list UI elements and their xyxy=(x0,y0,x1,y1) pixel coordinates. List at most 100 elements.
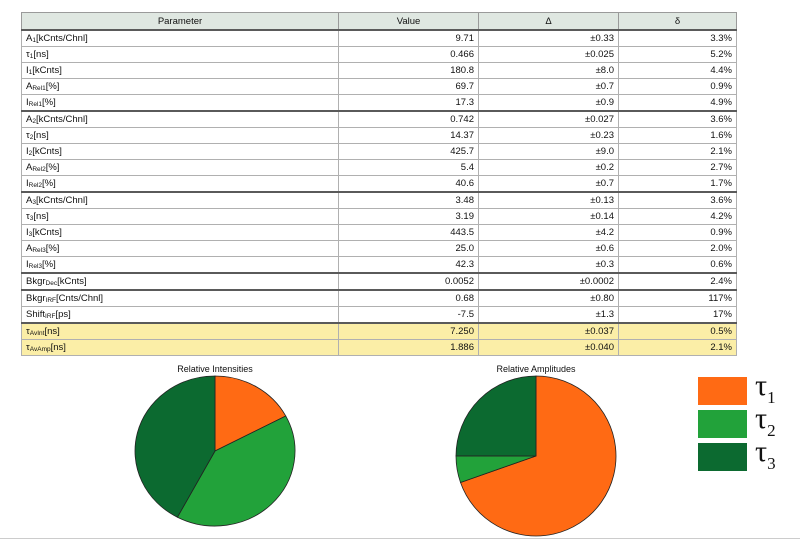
table-row: BkgrIRF[Cnts/Chnl] 0.68 ±0.80 117% xyxy=(21,289,737,307)
cell-delta: ±0.80 xyxy=(478,289,619,307)
table-row: τ3[ns] 3.19 ±0.14 4.2% xyxy=(21,208,737,225)
pie-chart-relative-intensities xyxy=(134,375,296,527)
cell-value: 425.7 xyxy=(338,143,479,160)
parameter-unit: [ns] xyxy=(33,49,49,60)
parameter-symbol: A xyxy=(26,33,33,44)
cell-relative-error: 0.9% xyxy=(618,224,737,241)
bottom-divider xyxy=(0,538,800,539)
cell-delta: ±1.3 xyxy=(478,306,619,324)
parameter-subscript: Rel3 xyxy=(28,263,43,270)
cell-parameter: τ3[ns] xyxy=(21,208,339,225)
cell-relative-error: 2.1% xyxy=(618,143,737,160)
table-body: A1[kCnts/Chnl] 9.71 ±0.33 3.3% τ1[ns] 0.466 ±0… xyxy=(21,29,737,356)
cell-delta: ±0.9 xyxy=(478,94,619,112)
cell-value: 0.466 xyxy=(338,46,479,63)
cell-delta: ±0.040 xyxy=(478,339,619,356)
cell-value: 180.8 xyxy=(338,62,479,79)
pie-title-relative-amplitudes: Relative Amplitudes xyxy=(496,364,576,374)
parameter-symbol: I xyxy=(26,227,29,238)
cell-delta: ±0.037 xyxy=(478,322,619,340)
cell-delta: ±0.23 xyxy=(478,127,619,144)
cell-value: 40.6 xyxy=(338,175,479,193)
parameter-subscript: Rel1 xyxy=(28,101,43,108)
parameter-unit: [ns] xyxy=(33,211,49,222)
pie-slice-2-2 xyxy=(176,415,296,527)
parameter-subscript: AvInt xyxy=(29,330,45,337)
table-row: τ1[ns] 0.466 ±0.025 5.2% xyxy=(21,46,737,63)
cell-parameter: ARel3[%] xyxy=(21,240,339,257)
pie-slice-1-1 xyxy=(214,375,287,452)
cell-delta: ±9.0 xyxy=(478,143,619,160)
parameter-symbol: A xyxy=(26,243,33,254)
cell-relative-error: 4.9% xyxy=(618,94,737,112)
legend-item-tau3: τ3 xyxy=(698,437,800,477)
cell-relative-error: 2.1% xyxy=(618,339,737,356)
cell-value: 17.3 xyxy=(338,94,479,112)
parameter-subscript: 2 xyxy=(28,150,33,157)
cell-delta: ±0.7 xyxy=(478,175,619,193)
cell-relative-error: 0.6% xyxy=(618,256,737,274)
table-header-row: Parameter Value Δ δ xyxy=(21,12,737,31)
cell-delta: ±0.14 xyxy=(478,208,619,225)
parameter-subscript: 1 xyxy=(28,69,33,76)
table-row: A2[kCnts/Chnl] 0.742 ±0.027 3.6% xyxy=(21,110,737,128)
parameter-unit: [ns] xyxy=(44,326,60,337)
header-delta: Δ xyxy=(478,12,619,31)
table-row: I1[kCnts] 180.8 ±8.0 4.4% xyxy=(21,62,737,79)
legend-label-tau3: τ3 xyxy=(755,435,776,473)
cell-parameter: ARel2[%] xyxy=(21,159,339,176)
cell-delta: ±0.33 xyxy=(478,29,619,47)
parameter-unit: [ns] xyxy=(33,130,49,141)
cell-relative-error: 3.3% xyxy=(618,29,737,47)
cell-relative-error: 5.2% xyxy=(618,46,737,63)
cell-relative-error: 3.6% xyxy=(618,191,737,209)
cell-parameter: IRel2[%] xyxy=(21,175,339,193)
cell-parameter: I3[kCnts] xyxy=(21,224,339,241)
parameter-symbol: τ xyxy=(26,49,30,60)
cell-value: 5.4 xyxy=(338,159,479,176)
parameter-subscript: Rel2 xyxy=(32,166,46,173)
parameter-symbol: I xyxy=(26,65,29,76)
cell-value: 3.19 xyxy=(338,208,479,225)
parameter-unit: [kCnts/Chnl] xyxy=(35,33,88,44)
legend-item-tau2: τ2 xyxy=(698,404,800,444)
pie-chart-relative-amplitudes xyxy=(455,375,617,537)
cell-relative-error: 17% xyxy=(618,306,737,324)
cell-relative-error: 2.7% xyxy=(618,159,737,176)
cell-delta: ±8.0 xyxy=(478,62,619,79)
cell-delta: ±0.2 xyxy=(478,159,619,176)
cell-relative-error: 4.4% xyxy=(618,62,737,79)
parameter-symbol: I xyxy=(26,146,29,157)
cell-parameter: I2[kCnts] xyxy=(21,143,339,160)
parameter-subscript: Rel2 xyxy=(28,182,43,189)
cell-value: 0.68 xyxy=(338,289,479,307)
cell-delta: ±0.025 xyxy=(478,46,619,63)
legend-item-tau1: τ1 xyxy=(698,371,800,411)
parameter-symbol: Bkgr xyxy=(26,293,46,304)
cell-parameter: ShiftIRF[ps] xyxy=(21,306,339,324)
pie-slice-3-3 xyxy=(134,375,216,518)
cell-delta: ±0.7 xyxy=(478,78,619,95)
table-row: ARel3[%] 25.0 ±0.6 2.0% xyxy=(21,240,737,257)
table-row: τ2[ns] 14.37 ±0.23 1.6% xyxy=(21,127,737,144)
fit-results-table: Parameter Value Δ δ A1[kCnts/Chnl] 9.71 ±0… xyxy=(21,12,737,356)
parameter-subscript: 1 xyxy=(29,53,34,60)
cell-parameter: τAvAmp[ns] xyxy=(21,339,339,356)
cell-relative-error: 0.9% xyxy=(618,78,737,95)
parameter-symbol: τ xyxy=(26,326,30,337)
parameter-symbol: A xyxy=(26,195,33,206)
cell-value: 25.0 xyxy=(338,240,479,257)
cell-parameter: τ1[ns] xyxy=(21,46,339,63)
cell-delta: ±0.6 xyxy=(478,240,619,257)
table-row: ARel2[%] 5.4 ±0.2 2.7% xyxy=(21,159,737,176)
table-row: τAvInt[ns] 7.250 ±0.037 0.5% xyxy=(21,322,737,340)
legend-swatch-tau2 xyxy=(698,410,747,438)
cell-parameter: ARel1[%] xyxy=(21,78,339,95)
parameter-subscript: IRF xyxy=(45,313,56,320)
legend-label-tau2: τ2 xyxy=(755,402,776,440)
parameter-unit: [kCnts] xyxy=(32,65,62,76)
cell-relative-error: 1.6% xyxy=(618,127,737,144)
cell-value: 3.48 xyxy=(338,191,479,209)
parameter-symbol: A xyxy=(26,162,33,173)
parameter-symbol: τ xyxy=(26,130,30,141)
